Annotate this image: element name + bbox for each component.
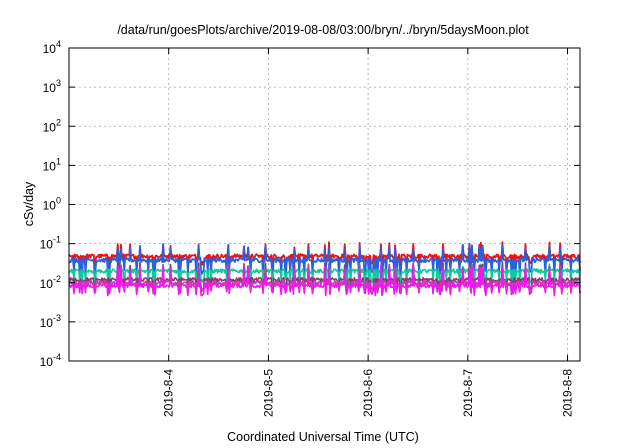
y-tick-base: 10	[43, 199, 57, 213]
y-tick-exponent: 4	[56, 39, 61, 49]
y-tick-label: 101	[43, 156, 61, 173]
x-tick-label: 2019-8-8	[561, 369, 575, 417]
series-layer	[68, 241, 581, 297]
y-tick-base: 10	[40, 277, 54, 291]
series-line	[68, 243, 581, 277]
y-tick-label: 10-3	[40, 313, 61, 330]
x-axis: 2019-8-4 2019-8-5 2019-8-6 2019-8-7 2019-8-8	[162, 48, 575, 417]
y-tick-label: 103	[43, 78, 61, 95]
y-tick-exponent: -3	[53, 313, 61, 323]
y-tick-base: 10	[43, 42, 57, 56]
y-tick-exponent: 2	[56, 117, 61, 127]
y-tick-label: 10-4	[40, 352, 61, 369]
x-axis-label: Coordinated Universal Time (UTC)	[227, 430, 419, 444]
y-tick-exponent: 3	[56, 78, 61, 88]
grid	[69, 48, 580, 361]
y-tick-base: 10	[40, 355, 54, 369]
y-tick-label: 100	[43, 196, 61, 213]
series-line	[68, 263, 581, 297]
y-tick-exponent: 0	[56, 196, 61, 206]
y-tick-base: 10	[43, 120, 57, 134]
x-tick-label: 2019-8-7	[461, 369, 475, 417]
y-tick-label: 10-2	[40, 274, 61, 291]
x-tick-label: 2019-8-5	[261, 369, 275, 417]
y-tick-exponent: -2	[53, 274, 61, 284]
y-tick-base: 10	[40, 316, 54, 330]
chart-title: /data/run/goesPlots/archive/2019-08-08/0…	[117, 23, 529, 37]
y-tick-label: 102	[43, 117, 61, 134]
y-axis-label: cSv/day	[22, 181, 36, 226]
y-tick-exponent: 1	[56, 156, 61, 166]
y-tick-base: 10	[43, 81, 57, 95]
x-tick-label: 2019-8-4	[162, 369, 176, 417]
y-tick-exponent: -1	[53, 235, 61, 245]
y-tick-label: 10-1	[40, 235, 61, 252]
y-tick-base: 10	[43, 159, 57, 173]
y-tick-label: 104	[43, 39, 61, 56]
y-tick-exponent: -4	[53, 352, 61, 362]
y-tick-base: 10	[40, 238, 54, 252]
x-tick-label: 2019-8-6	[361, 369, 375, 417]
